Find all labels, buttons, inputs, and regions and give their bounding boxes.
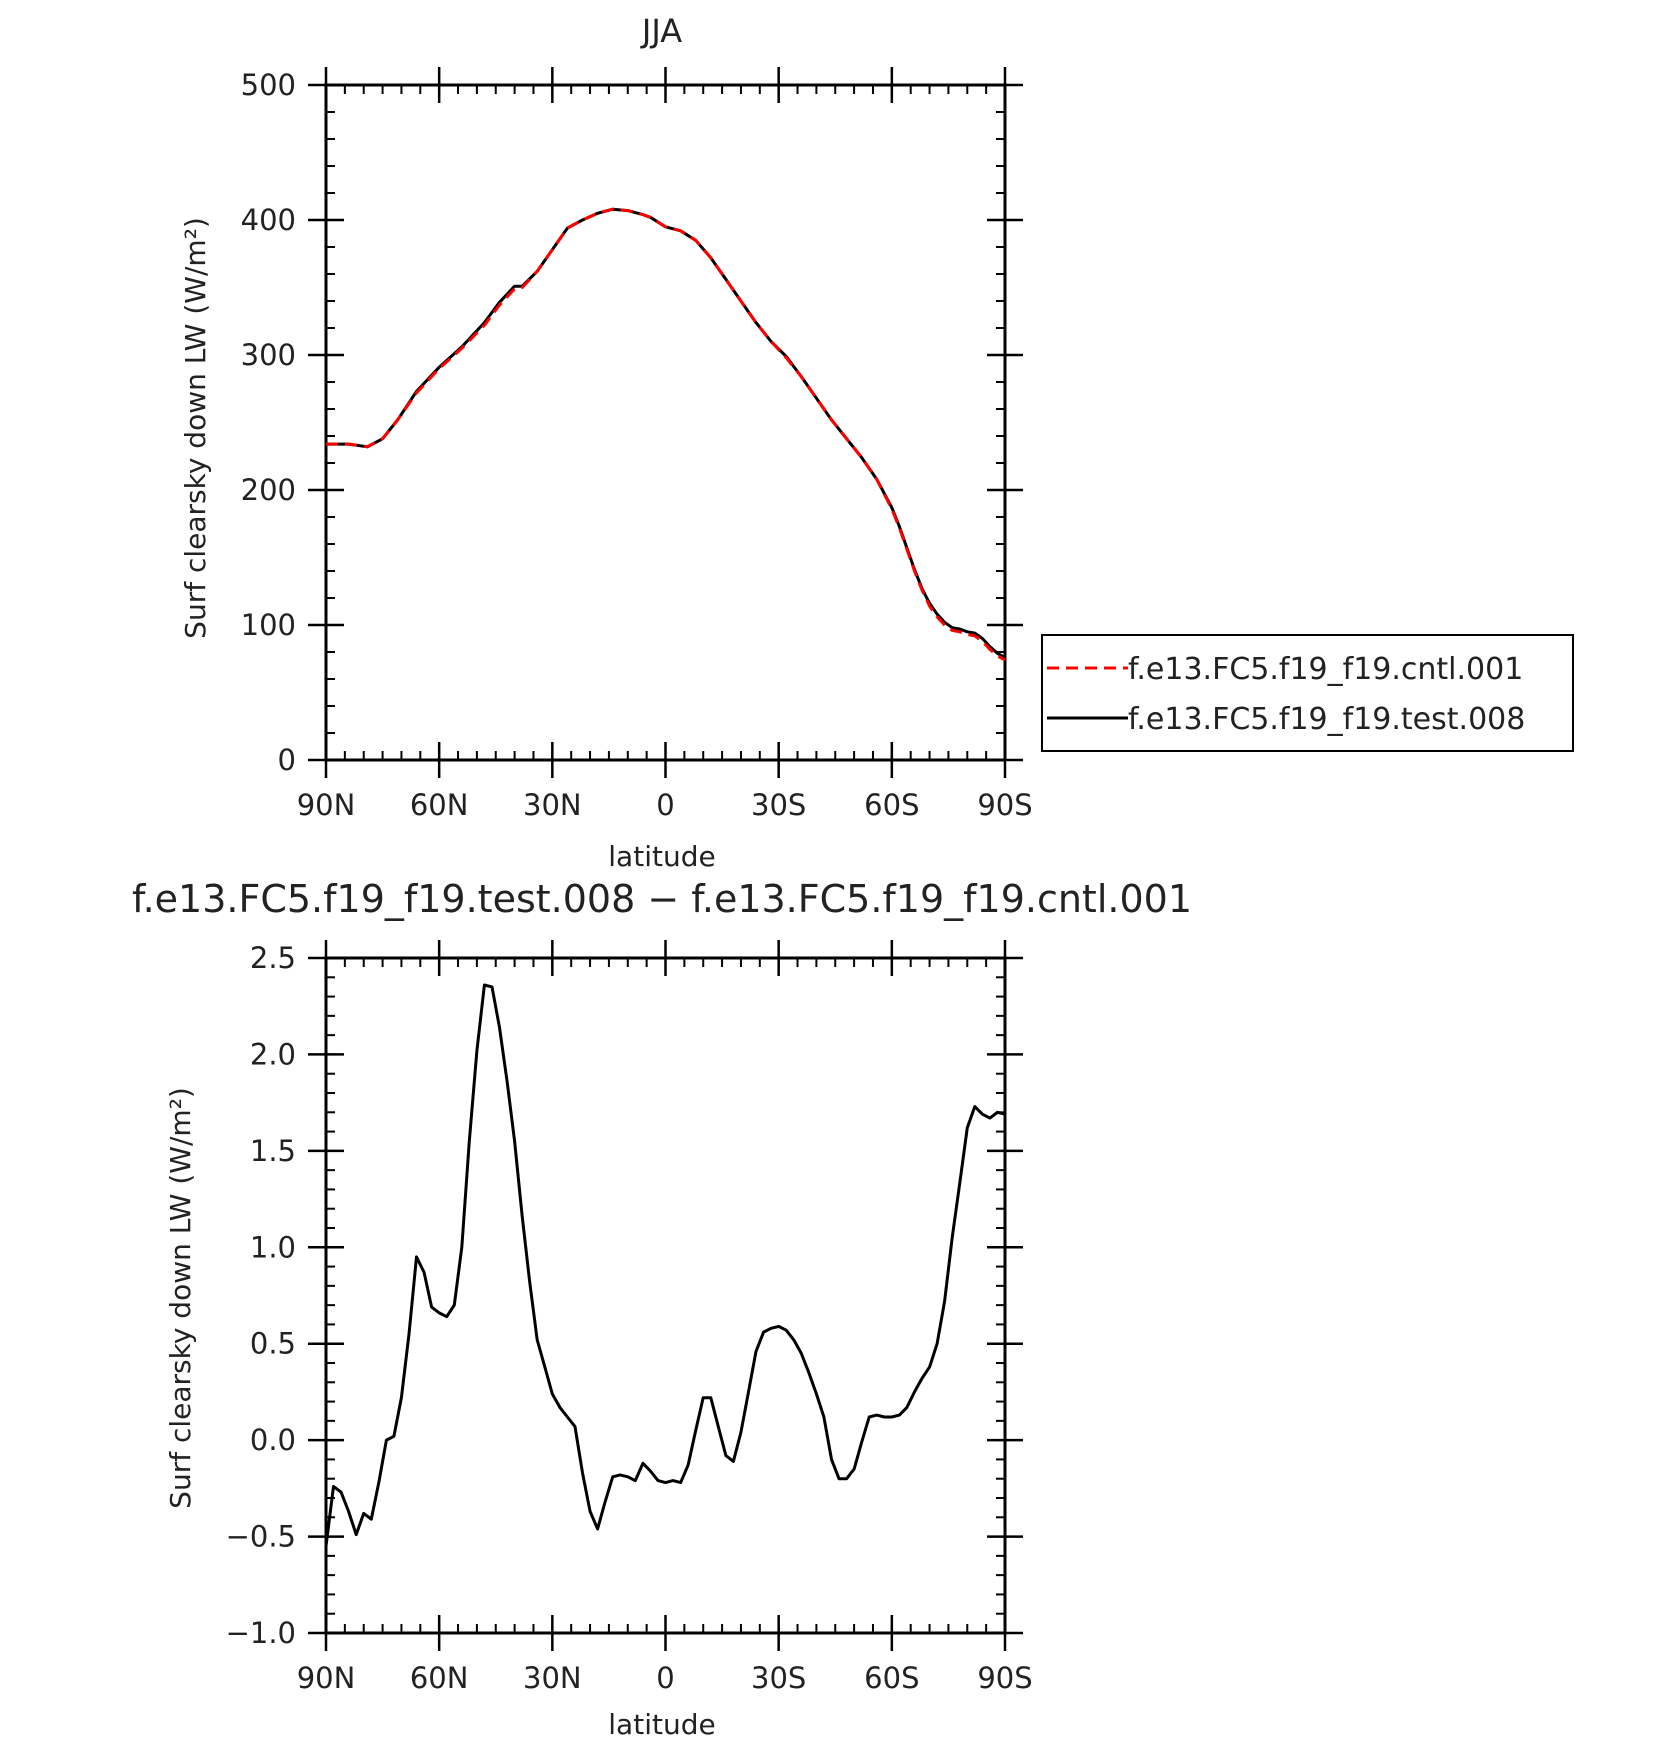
y-tick-label: 0.5 [250,1327,296,1361]
x-tick-label: 0 [656,1661,674,1695]
y-tick-label: 400 [241,203,296,237]
series-line-cntl [326,207,1006,662]
x-tick-label: 60N [410,788,469,822]
y-tick-label: 500 [241,68,296,102]
y-tick-label: 0 [278,743,296,777]
plot-frame [324,83,1007,762]
y-tick-label: 2.5 [250,941,296,975]
chart-top-x-axis-label: latitude [608,840,715,873]
y-tick-label: 1.0 [250,1230,296,1264]
y-tick-label: −0.5 [226,1520,296,1554]
chart-bottom-x-axis-label: latitude [608,1708,715,1741]
x-tick-label: 0 [656,788,674,822]
legend: f.e13.FC5.f19_f19.cntl.001 f.e13.FC5.f19… [1041,634,1574,752]
y-tick-label: 1.5 [250,1134,296,1168]
chart-top-title: JJA [640,12,682,50]
chart-bottom-marks: −1.0 −0.5 0.0 0.5 1.0 1.5 2.0 2.5 90N 60N 30N 0 30S 6… [226,940,1033,1695]
chart-top-marks: 0 100 200 300 400 500 90N 60N 30N 0 30S 60S 90S [241,67,1033,822]
chart-top-y-axis-label: Surf clearsky down LW (W/m²) [179,217,212,639]
y-tick-label: 300 [241,338,296,372]
legend-label-test: f.e13.FC5.f19_f19.test.008 [1128,702,1525,737]
x-tick-label: 30N [523,788,582,822]
x-tick-label: 60N [410,1661,469,1695]
y-tick-label: 2.0 [250,1037,296,1071]
y-tick-label: 100 [241,608,296,642]
x-tick-label: 90S [977,788,1032,822]
x-tick-label: 60S [864,788,919,822]
y-tick-label: 200 [241,473,296,507]
y-tick-label: −1.0 [226,1616,296,1650]
chart-bottom-y-axis-label: Surf clearsky down LW (W/m²) [164,1087,197,1509]
series-line-difference [324,983,1006,1547]
legend-box [1041,634,1574,752]
chart-bottom-title: f.e13.FC5.f19_f19.test.008 − f.e13.FC5.f… [132,877,1192,921]
series-line-test [326,207,1006,659]
x-tick-label: 30S [751,1661,806,1695]
x-tick-label: 60S [864,1661,919,1695]
chart-bottom-panel: f.e13.FC5.f19_f19.test.008 − f.e13.FC5.f… [132,877,1192,1741]
x-tick-label: 30N [523,1661,582,1695]
x-tick-label: 30S [751,788,806,822]
y-tick-label: 0.0 [250,1423,296,1457]
x-tick-label: 90N [297,788,356,822]
legend-label-cntl: f.e13.FC5.f19_f19.cntl.001 [1128,652,1523,687]
x-tick-label: 90S [977,1661,1032,1695]
x-tick-label: 90N [297,1661,356,1695]
